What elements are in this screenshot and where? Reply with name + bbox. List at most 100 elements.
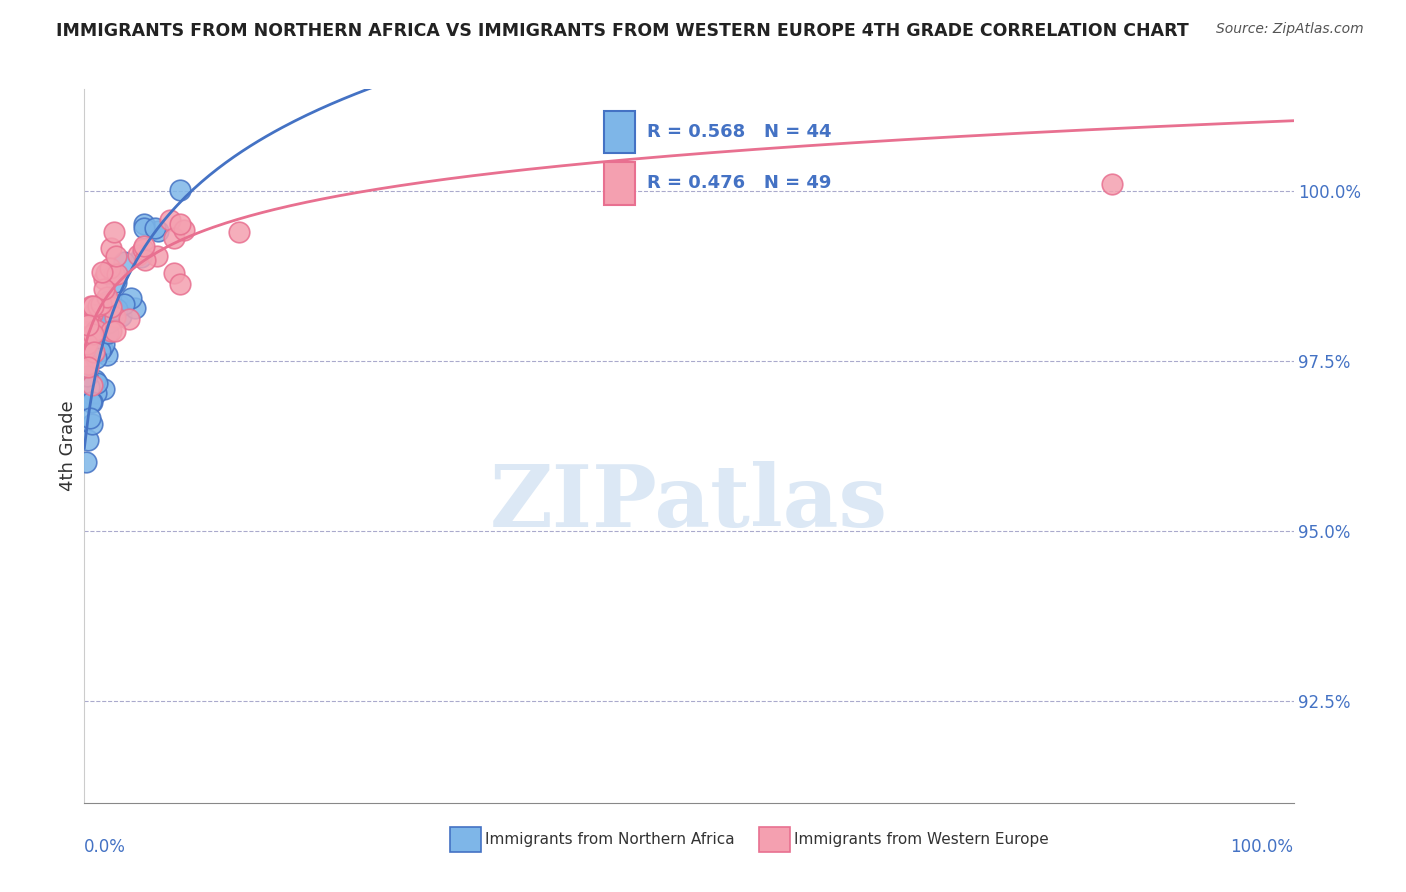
Point — [104, 249, 127, 263]
Point — [80, 377, 103, 392]
Point — [76, 368, 98, 383]
Point — [87, 340, 110, 354]
Point — [93, 272, 115, 286]
Point — [104, 325, 127, 339]
Point — [77, 359, 100, 374]
Point — [100, 324, 122, 338]
Point — [86, 299, 108, 313]
Point — [82, 326, 104, 341]
Point — [75, 455, 97, 469]
Point — [89, 343, 111, 358]
Point — [100, 261, 122, 276]
Point — [146, 224, 169, 238]
Point — [100, 301, 122, 315]
Point — [103, 267, 125, 281]
Point — [112, 296, 135, 310]
Point — [120, 291, 142, 305]
Text: Immigrants from Western Europe: Immigrants from Western Europe — [794, 832, 1049, 847]
Point — [83, 345, 105, 359]
Point — [79, 411, 101, 425]
Point — [96, 266, 118, 280]
Point — [83, 373, 105, 387]
Point — [93, 383, 115, 397]
Point — [73, 343, 96, 357]
Point — [80, 417, 103, 431]
Text: ZIPatlas: ZIPatlas — [489, 461, 889, 545]
Point — [228, 225, 250, 239]
Text: 100.0%: 100.0% — [1230, 838, 1294, 855]
Point — [96, 348, 118, 362]
Point — [101, 302, 124, 317]
Point — [80, 395, 103, 409]
Point — [127, 248, 149, 262]
Point — [169, 217, 191, 231]
Point — [143, 220, 166, 235]
Point — [93, 281, 115, 295]
Point — [79, 380, 101, 394]
Point — [108, 298, 131, 312]
Point — [84, 351, 107, 366]
Point — [118, 311, 141, 326]
Point — [124, 301, 146, 316]
Point — [84, 323, 107, 337]
Point — [97, 316, 120, 330]
Point — [169, 183, 191, 197]
Point — [134, 239, 156, 253]
Point — [96, 290, 118, 304]
Point — [76, 357, 98, 371]
Point — [96, 300, 118, 314]
Point — [105, 301, 128, 316]
Point — [163, 231, 186, 245]
Point — [104, 310, 127, 325]
Point — [132, 217, 155, 231]
Point — [97, 293, 120, 308]
Point — [169, 277, 191, 292]
Point — [80, 387, 103, 401]
Point — [91, 341, 114, 355]
Point — [82, 307, 104, 321]
Point — [77, 325, 100, 339]
Point — [79, 316, 101, 330]
Point — [146, 249, 169, 263]
Text: Immigrants from Northern Africa: Immigrants from Northern Africa — [485, 832, 735, 847]
Point — [90, 265, 112, 279]
Point — [80, 300, 103, 314]
Point — [103, 225, 125, 239]
Text: Source: ZipAtlas.com: Source: ZipAtlas.com — [1216, 22, 1364, 37]
Point — [132, 242, 155, 256]
Y-axis label: 4th Grade: 4th Grade — [59, 401, 77, 491]
Point — [96, 326, 118, 341]
Point — [76, 433, 98, 447]
Text: IMMIGRANTS FROM NORTHERN AFRICA VS IMMIGRANTS FROM WESTERN EUROPE 4TH GRADE CORR: IMMIGRANTS FROM NORTHERN AFRICA VS IMMIG… — [56, 22, 1189, 40]
Point — [76, 331, 98, 345]
FancyBboxPatch shape — [605, 111, 634, 153]
Point — [87, 320, 110, 334]
Point — [76, 336, 98, 351]
Point — [105, 268, 128, 282]
Point — [110, 309, 132, 323]
Point — [1101, 178, 1123, 192]
Point — [80, 395, 103, 409]
Point — [112, 255, 135, 269]
Point — [100, 241, 122, 255]
Point — [91, 309, 114, 323]
Point — [132, 220, 155, 235]
FancyBboxPatch shape — [605, 162, 634, 205]
Point — [76, 310, 98, 324]
Point — [77, 318, 100, 332]
Point — [97, 296, 120, 310]
Point — [87, 334, 110, 349]
Text: R = 0.476   N = 49: R = 0.476 N = 49 — [647, 175, 831, 193]
Point — [93, 336, 115, 351]
Point — [129, 250, 152, 264]
Point — [134, 253, 156, 268]
Point — [159, 213, 181, 227]
Point — [90, 297, 112, 311]
Point — [82, 299, 104, 313]
Point — [98, 314, 121, 328]
Text: 0.0%: 0.0% — [84, 838, 127, 855]
Point — [80, 392, 103, 406]
Point — [84, 386, 107, 401]
Point — [91, 318, 114, 333]
Point — [77, 310, 100, 325]
